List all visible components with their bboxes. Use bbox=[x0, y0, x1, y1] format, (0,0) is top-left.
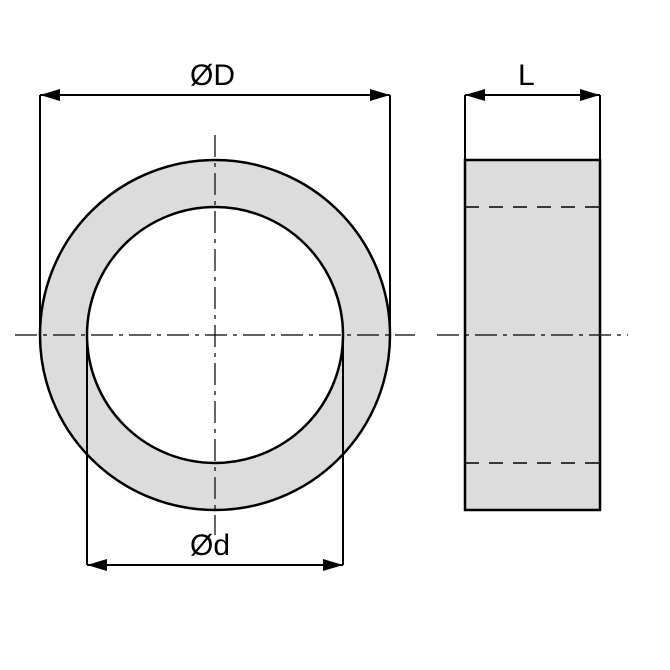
dimension-label: ØD bbox=[190, 59, 235, 92]
arrow-head-icon bbox=[370, 89, 390, 101]
arrow-head-icon bbox=[580, 89, 600, 101]
arrow-head-icon bbox=[40, 89, 60, 101]
dimension-label: L bbox=[518, 59, 535, 92]
spacer-engineering-drawing: ØD Ød L bbox=[0, 0, 670, 670]
arrow-head-icon bbox=[323, 559, 343, 571]
arrow-head-icon bbox=[465, 89, 485, 101]
arrow-head-icon bbox=[87, 559, 107, 571]
dimension-label: Ød bbox=[190, 529, 230, 562]
